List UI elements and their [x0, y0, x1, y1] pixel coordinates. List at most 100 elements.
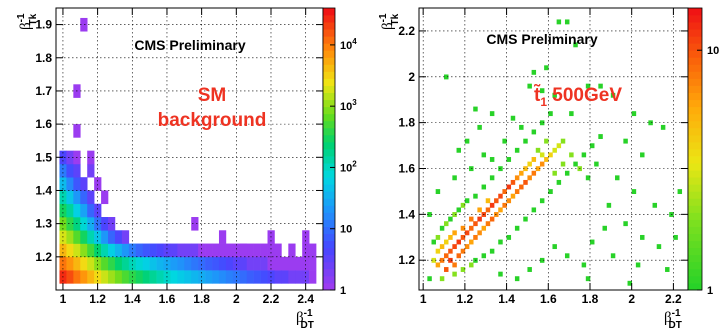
heatmap-bin: [218, 243, 227, 258]
heatmap-bin: [506, 198, 512, 204]
x-axis-label-subscript: DT: [301, 320, 314, 331]
annotation-subscript: 1: [540, 95, 547, 109]
heatmap-bin: [489, 111, 495, 117]
colorbar-segment: [323, 50, 335, 58]
heatmap-bin: [481, 225, 487, 231]
y-tick-label: 1.2: [35, 250, 52, 264]
heatmap-bin: [149, 270, 157, 284]
heatmap-bin: [156, 270, 164, 284]
colorbar-segment: [323, 85, 335, 93]
heatmap-bin: [427, 276, 432, 282]
x-tick-label: 2: [233, 292, 240, 306]
heatmap-bin: [477, 230, 482, 236]
heatmap-bin: [448, 248, 453, 254]
heatmap-bin: [523, 166, 528, 172]
heatmap-bin: [464, 198, 470, 204]
heatmap-bin: [548, 111, 553, 117]
colorbar-2: 10 1: [687, 7, 719, 297]
heatmap-bin: [108, 256, 116, 271]
heatmap-bin: [452, 244, 457, 250]
colorbar-segment: [688, 275, 702, 284]
colorbar-segment: [688, 282, 702, 291]
colorbar-label: 102: [340, 159, 357, 174]
y-tick-label: 2.2: [398, 24, 415, 38]
heatmap-bin: [439, 225, 445, 231]
heatmap-bin: [506, 157, 512, 162]
colorbar-label-exponent: 2: [352, 159, 357, 168]
annotation: t̃1 500GeV: [534, 84, 623, 109]
colorbar-segment: [688, 212, 702, 220]
heatmap-bin: [581, 262, 587, 268]
heatmap-bin: [184, 243, 192, 258]
heatmap-bin: [66, 256, 74, 271]
heatmap-bin: [149, 256, 157, 271]
heatmap-bin: [439, 276, 445, 282]
heatmap-bin: [452, 175, 457, 181]
colorbar-segment: [323, 177, 335, 185]
heatmap-bin: [73, 203, 81, 218]
heatmap-bin: [101, 270, 109, 284]
heatmap-bin: [544, 138, 549, 144]
heatmap-bin: [539, 198, 545, 204]
heatmap-bin: [539, 257, 545, 263]
heatmap-bin: [498, 193, 503, 199]
heatmap-bin: [514, 147, 520, 153]
heatmap-bin: [431, 239, 436, 245]
heatmap-bin: [485, 207, 491, 213]
heatmap-bin: [435, 248, 441, 254]
colorbar-segment: [688, 22, 702, 30]
heatmap-bin: [59, 177, 67, 191]
heatmap-bin: [142, 256, 150, 271]
heatmap-bin: [309, 243, 317, 258]
heatmap-bin: [225, 256, 234, 271]
heatmap-bin: [502, 189, 507, 195]
heatmap-bin: [473, 234, 478, 240]
heatmap-bin: [615, 175, 620, 181]
colorbar-segment: [688, 198, 702, 206]
x-tick-label: 1.8: [193, 292, 210, 306]
heatmap-bin: [66, 243, 74, 258]
colorbar-label: 10: [707, 45, 719, 57]
heatmap-bin: [177, 243, 185, 258]
heatmap-bin: [239, 243, 248, 258]
colorbar-segment: [323, 233, 335, 242]
heatmap-bin: [485, 221, 491, 227]
heatmap-bin: [205, 243, 213, 258]
heatmap-bin: [260, 256, 268, 271]
colorbar-segment: [688, 106, 702, 115]
grid-2: [419, 8, 688, 290]
colorbar-segment: [688, 240, 702, 249]
heatmap-bin: [464, 230, 470, 236]
x-tick-label: 1: [60, 292, 67, 306]
annotation-text: 500GeV: [547, 85, 622, 106]
heatmap-bin: [477, 124, 482, 130]
heatmap-bin: [527, 267, 532, 272]
y-tick-label: 1.9: [35, 18, 52, 32]
y-axis-label-subscript: Tk: [390, 13, 401, 25]
heatmap-bin: [677, 189, 683, 195]
heatmap-bin: [631, 111, 637, 117]
heatmap-bin: [73, 124, 81, 138]
heatmap-bin: [142, 270, 150, 284]
heatmap-bin: [80, 230, 88, 244]
heatmap-bin: [531, 170, 537, 176]
colorbar-segment: [323, 275, 335, 284]
colorbar-label-base: 10: [707, 45, 719, 57]
x-tick-label: 2.2: [263, 292, 280, 306]
colorbar-segment: [688, 8, 702, 16]
heatmap-bin: [477, 216, 482, 222]
colorbar-segment: [323, 127, 335, 136]
heatmap-bin: [156, 256, 164, 271]
heatmap-bin: [560, 138, 566, 144]
heatmap-bin: [589, 239, 595, 245]
y-axis-label: β-1Tk: [16, 13, 39, 30]
heatmap-bin: [523, 179, 528, 185]
heatmap-bin: [623, 221, 628, 227]
heatmap-bin: [464, 244, 470, 250]
heatmap-bin: [552, 147, 557, 153]
heatmap-bin: [309, 256, 317, 271]
heatmap-bin: [253, 256, 261, 271]
heatmap-bin: [66, 177, 74, 191]
colorbar-segment: [688, 92, 702, 101]
heatmap-bin: [460, 202, 466, 208]
